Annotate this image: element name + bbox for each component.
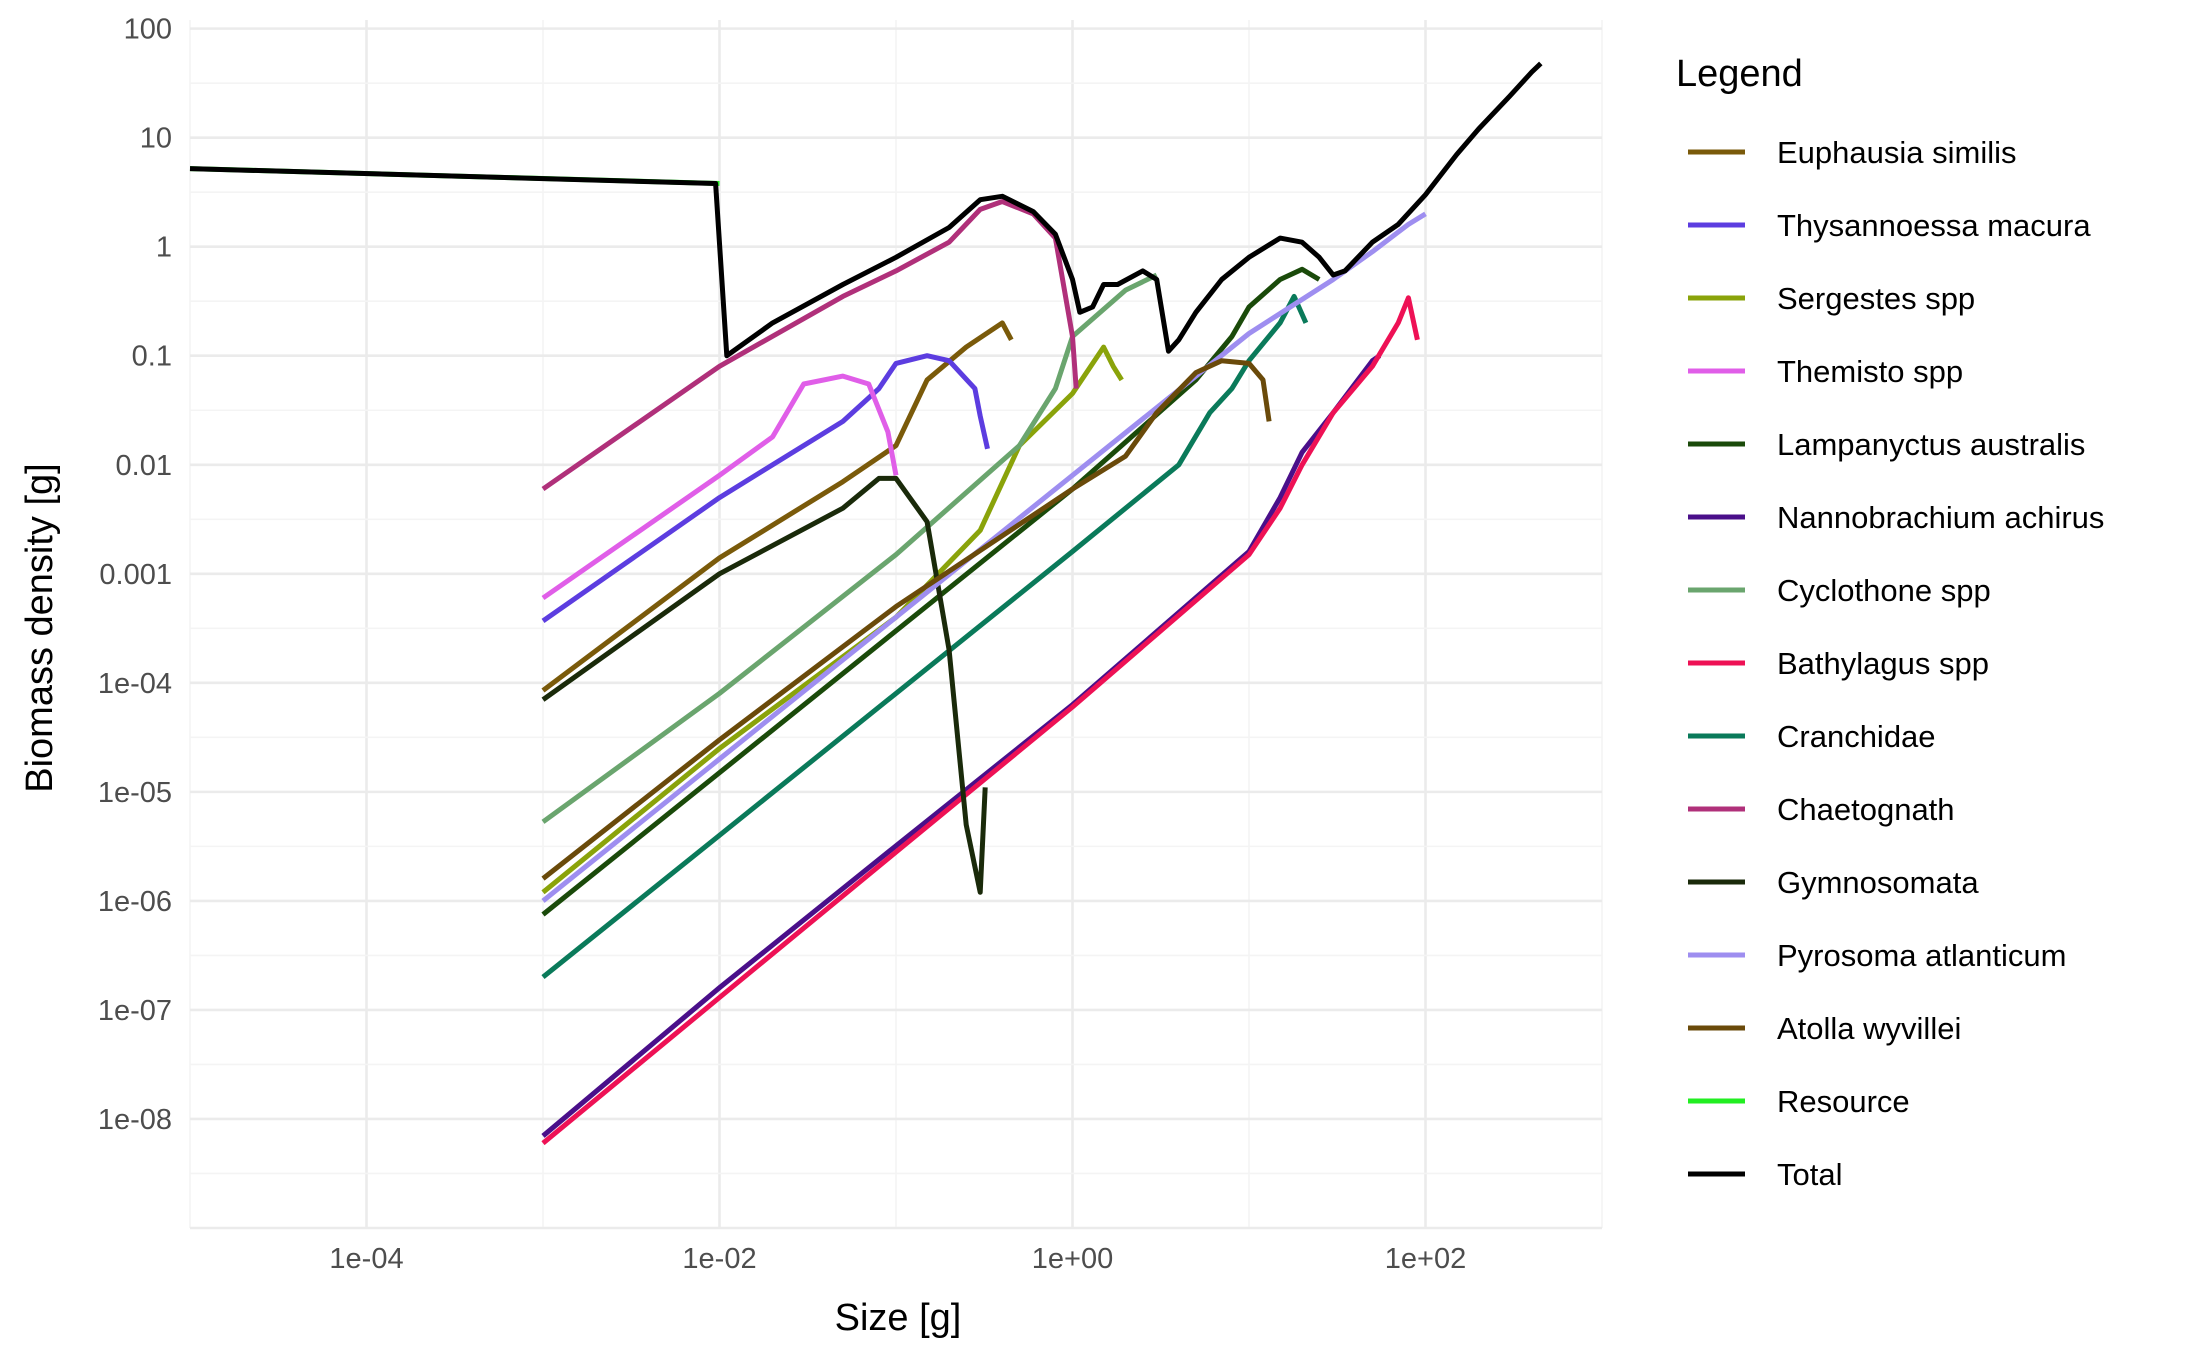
y-tick-label: 0.1 xyxy=(132,341,172,373)
grid xyxy=(189,20,1603,1230)
y-tick-label: 1 xyxy=(156,232,172,264)
y-tick-label: 1e-06 xyxy=(98,886,172,918)
y-tick-label: 1e-04 xyxy=(98,668,172,700)
series-line-gymnosomata xyxy=(541,475,988,895)
legend-items: Euphausia similis Thysannoessa macura Serg… xyxy=(1688,135,2104,1192)
y-axis-title: Biomass density [g] xyxy=(19,463,61,792)
legend-label: Thysannoessa macura xyxy=(1777,208,2091,243)
y-tick-label: 1e-05 xyxy=(98,777,172,809)
series-line-euphausia-similis xyxy=(541,320,1014,693)
axis-ticks: 1e-04 1e-02 1e+00 1e+02 100 10 1 0.1 0.01 0.001 1e… xyxy=(98,14,1466,1275)
legend-label: Themisto spp xyxy=(1777,354,1963,389)
x-tick-label: 1e+00 xyxy=(1032,1243,1113,1275)
y-tick-label: 10 xyxy=(140,123,172,155)
series-line-cranchidae xyxy=(541,293,1309,980)
legend-label: Pyrosoma atlanticum xyxy=(1777,938,2066,973)
legend-label: Chaetognath xyxy=(1777,792,1955,827)
legend-title: Legend xyxy=(1676,53,1803,95)
x-axis-title: Size [g] xyxy=(835,1297,962,1339)
y-tick-label: 0.01 xyxy=(116,450,172,482)
legend: Legend Euphausia similis Thysannoessa mac… xyxy=(1676,53,2104,1192)
series-layer xyxy=(189,61,1543,1146)
x-tick-label: 1e-02 xyxy=(682,1243,756,1275)
legend-label: Gymnosomata xyxy=(1777,865,1979,900)
y-tick-label: 1e-07 xyxy=(98,995,172,1027)
x-tick-label: 1e-04 xyxy=(329,1243,403,1275)
series-line-lampanyctus-australis xyxy=(541,266,1321,917)
legend-label: Bathylagus spp xyxy=(1777,646,1989,681)
series-line-chaetognath xyxy=(541,199,1079,492)
legend-label: Resource xyxy=(1777,1084,1910,1119)
y-tick-label: 100 xyxy=(124,14,172,46)
series-line-total xyxy=(189,61,1543,359)
legend-label: Euphausia similis xyxy=(1777,135,2017,170)
series-line-thysannoessa-macura xyxy=(541,353,990,623)
series-line-pyrosoma-atlanticum xyxy=(541,211,1427,903)
series-line-atolla-wyvillei xyxy=(541,358,1272,881)
legend-label: Sergestes spp xyxy=(1777,281,1975,316)
legend-label: Total xyxy=(1777,1157,1842,1192)
x-tick-label: 1e+02 xyxy=(1385,1243,1466,1275)
y-tick-label: 1e-08 xyxy=(98,1104,172,1136)
legend-label: Lampanyctus australis xyxy=(1777,427,2085,462)
series-line-nannobrachium-achirus xyxy=(541,353,1382,1138)
legend-label: Cyclothone spp xyxy=(1777,573,1991,608)
legend-label: Cranchidae xyxy=(1777,719,1936,754)
y-tick-label: 0.001 xyxy=(99,559,172,591)
legend-label: Atolla wyvillei xyxy=(1777,1011,1961,1046)
legend-label: Nannobrachium achirus xyxy=(1777,500,2104,535)
series-line-bathylagus-spp xyxy=(541,295,1420,1146)
series-line-cyclothone-spp xyxy=(541,272,1158,824)
series-line-themisto-spp xyxy=(541,373,899,601)
